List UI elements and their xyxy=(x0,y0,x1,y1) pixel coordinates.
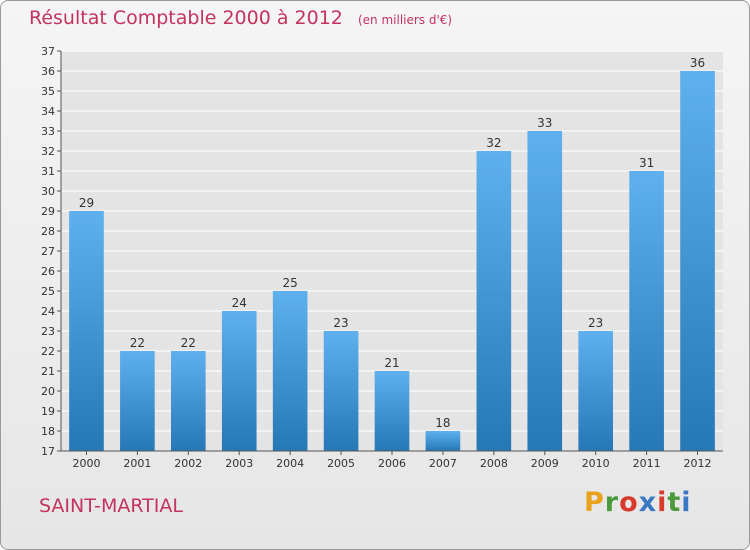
x-tick-label: 2008 xyxy=(480,457,508,470)
x-tick-label: 2002 xyxy=(174,457,202,470)
data-label: 32 xyxy=(486,136,501,150)
data-label: 29 xyxy=(79,196,94,210)
x-axis: 2000 2001 2002 2003 2004 2005 2006 2007 2008 2009… xyxy=(61,450,723,470)
data-label: 31 xyxy=(639,156,654,170)
y-tick-label: 25 xyxy=(41,285,55,298)
data-label: 21 xyxy=(384,356,399,370)
x-tick-label: 2003 xyxy=(225,457,253,470)
x-tick-label: 2007 xyxy=(429,457,457,470)
logo-letter: i xyxy=(657,487,668,518)
x-tick-label: 2005 xyxy=(327,457,355,470)
x-tick-label: 2009 xyxy=(531,457,559,470)
data-label: 22 xyxy=(130,336,145,350)
data-label: 23 xyxy=(588,316,603,330)
bar xyxy=(680,71,715,451)
y-tick-label: 18 xyxy=(41,425,55,438)
title-row: Résultat Comptable 2000 à 2012 (en milli… xyxy=(29,7,452,29)
x-tick-label: 2011 xyxy=(633,457,661,470)
y-tick-label: 30 xyxy=(41,185,55,198)
y-tick-label: 20 xyxy=(41,385,55,398)
logo-letter: r xyxy=(604,487,620,518)
data-label: 24 xyxy=(232,296,247,310)
chart-subtitle: (en milliers d'€) xyxy=(357,13,453,27)
bar xyxy=(272,291,308,451)
chart-title: Résultat Comptable 2000 à 2012 xyxy=(29,7,343,29)
y-tick-label: 23 xyxy=(41,325,55,338)
y-tick-label: 33 xyxy=(41,125,55,138)
logo-letter: P xyxy=(584,487,605,518)
logo-letter: t xyxy=(667,487,682,518)
y-axis: 17 18 19 20 21 22 23 24 25 26 27 28 29 30 31 32 33 34 35 36… xyxy=(41,45,62,458)
bar xyxy=(170,351,206,451)
y-tick-label: 36 xyxy=(41,65,55,78)
bar xyxy=(578,331,614,451)
bar xyxy=(476,151,512,451)
y-tick-label: 22 xyxy=(41,345,55,358)
x-tick-label: 2006 xyxy=(378,457,406,470)
y-tick-label: 37 xyxy=(41,45,55,58)
bar xyxy=(120,351,155,451)
y-tick-label: 32 xyxy=(41,145,55,158)
logo-letter: o xyxy=(619,487,639,518)
data-label: 18 xyxy=(435,416,450,430)
y-tick-label: 21 xyxy=(41,365,55,378)
y-tick-label: 34 xyxy=(41,105,55,118)
data-label: 33 xyxy=(537,116,552,130)
y-tick-label: 28 xyxy=(41,225,55,238)
bar xyxy=(629,171,664,451)
x-tick-label: 2012 xyxy=(684,457,712,470)
bars xyxy=(69,71,715,451)
proxiti-logo: Proxiti xyxy=(584,487,692,518)
town-name: SAINT-MARTIAL xyxy=(39,495,183,517)
data-label: 23 xyxy=(333,316,348,330)
y-tick-label: 26 xyxy=(41,265,55,278)
bar xyxy=(425,431,461,451)
x-tick-label: 2001 xyxy=(123,457,151,470)
y-tick-label: 27 xyxy=(41,245,55,258)
data-label: 22 xyxy=(181,336,196,350)
x-tick-label: 2004 xyxy=(276,457,304,470)
y-tick-label: 17 xyxy=(41,445,55,458)
x-tick-label: 2000 xyxy=(72,457,100,470)
bar xyxy=(374,371,410,451)
data-label: 36 xyxy=(690,56,705,70)
bar xyxy=(527,131,563,451)
y-tick-label: 24 xyxy=(41,305,55,318)
data-label: 25 xyxy=(283,276,298,290)
y-tick-label: 31 xyxy=(41,165,55,178)
data-labels: 29 22 22 24 25 23 21 18 32 33 23 31 36 xyxy=(79,56,705,430)
bar xyxy=(69,211,104,451)
y-tick-label: 29 xyxy=(41,205,55,218)
logo-letter: x xyxy=(638,487,658,518)
y-tick-label: 35 xyxy=(41,85,55,98)
bar xyxy=(323,331,359,451)
y-tick-label: 19 xyxy=(41,405,55,418)
x-tick-label: 2010 xyxy=(582,457,610,470)
logo-letter: i xyxy=(681,487,692,518)
bar xyxy=(221,311,257,451)
